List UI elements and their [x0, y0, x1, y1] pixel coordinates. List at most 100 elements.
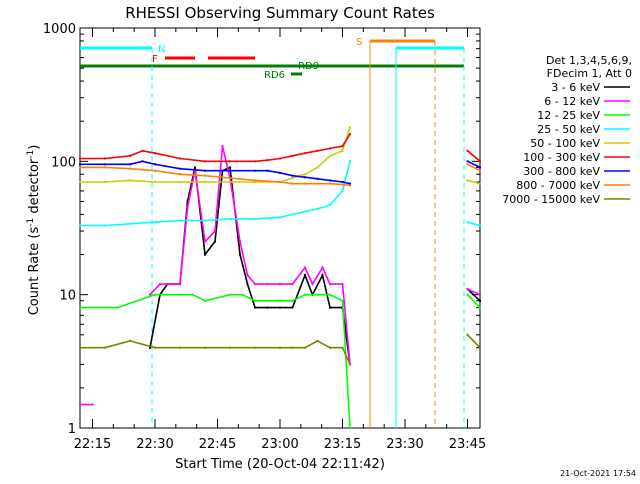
legend-header-2: FDecim 1, Att 0: [547, 67, 632, 80]
series-line-3-6-kev: [466, 288, 481, 302]
data-point-50-100-kev: [304, 173, 306, 176]
data-point-800-7000-kev: [129, 167, 131, 170]
data-point-25-50-kev: [316, 207, 319, 210]
x-axis: 22:15 22:30 22:45 23:00 23:15 23:30 23:45: [74, 28, 486, 452]
data-point-800-7000-kev: [179, 173, 181, 176]
data-point-12-25-kev: [479, 306, 481, 309]
data-point-100-300-kev: [279, 157, 281, 160]
data-point-50-100-kev: [229, 180, 231, 183]
data-point-25-50-kev: [104, 224, 106, 227]
data-point-100-300-kev: [291, 154, 294, 157]
data-point-50-100-kev: [349, 126, 351, 129]
data-point-12-25-kev: [204, 299, 206, 302]
data-point-300-800-kev: [104, 163, 106, 166]
data-point-100-300-kev: [79, 157, 81, 160]
data-point-6-12-kev: [341, 283, 344, 286]
data-point-6-12-kev: [246, 274, 249, 277]
data-point-7000-15000-kev: [349, 363, 351, 366]
data-point-6-12-kev: [239, 240, 241, 243]
data-point-7000-15000-kev: [154, 346, 156, 349]
data-point-6-12-kev: [311, 283, 314, 286]
data-point-300-800-kev: [129, 163, 131, 166]
data-point-25-50-kev: [466, 221, 469, 224]
y-tick-label: 1: [68, 422, 76, 437]
data-point-12-25-kev: [279, 299, 281, 302]
data-point-6-12-kev: [186, 206, 189, 209]
x-tick-label: 22:30: [136, 437, 173, 452]
x-tick-label: 23:45: [449, 437, 486, 452]
data-point-100-300-kev: [229, 160, 231, 163]
data-point-3-6-kev: [329, 306, 331, 309]
series-line-100-300-kev: [466, 150, 481, 162]
data-point-3-6-kev: [186, 200, 189, 203]
data-point-3-6-kev: [321, 274, 324, 277]
data-point-300-800-kev: [479, 166, 481, 169]
data-point-25-50-kev: [204, 219, 206, 222]
data-point-6-12-kev: [194, 169, 196, 172]
y-tick-label: 10: [59, 289, 76, 304]
data-point-7000-15000-kev: [279, 346, 281, 349]
data-point-12-25-kev: [254, 299, 256, 302]
data-point-800-7000-kev: [304, 182, 306, 185]
data-point-100-300-kev: [129, 154, 131, 157]
data-point-300-800-kev: [329, 179, 331, 182]
data-point-300-800-kev: [279, 171, 281, 174]
x-tick-label: 23:00: [261, 437, 298, 452]
data-point-100-300-kev: [104, 157, 106, 160]
data-point-6-12-kev: [279, 283, 281, 286]
data-point-300-800-kev: [254, 169, 256, 172]
data-point-800-7000-kev: [291, 182, 294, 185]
data-point-25-50-kev: [154, 221, 156, 224]
data-point-100-300-kev: [329, 147, 331, 150]
y-axis-title-sup1: -1: [26, 218, 36, 227]
data-point-6-12-kev: [204, 240, 206, 243]
data-point-3-6-kev: [254, 306, 256, 309]
data-point-300-800-kev: [304, 176, 306, 179]
data-point-6-12-kev: [91, 403, 94, 406]
footer-date: 21-Oct-2021 17:54: [560, 469, 636, 478]
data-point-800-7000-kev: [316, 182, 319, 185]
data-point-800-7000-kev: [479, 169, 481, 172]
data-point-12-25-kev: [329, 293, 331, 296]
data-point-12-25-kev: [349, 427, 351, 429]
data-point-800-7000-kev: [254, 179, 256, 182]
data-point-6-12-kev: [329, 283, 331, 286]
status-flags: N F S RD9 RD6: [80, 37, 464, 81]
data-point-25-50-kev: [341, 189, 344, 192]
legend-label-100-300-kev: 100 - 300 keV: [523, 151, 600, 164]
y-tick-label: 1000: [43, 22, 76, 37]
data-point-12-25-kev: [304, 293, 306, 296]
data-point-50-100-kev: [254, 180, 256, 183]
legend-header-1: Det 1,3,4,5,6,9,: [546, 54, 632, 67]
data-point-12-25-kev: [316, 293, 319, 296]
data-point-12-25-kev: [79, 306, 81, 309]
y-axis: 1 10 100 1000: [43, 22, 480, 437]
data-point-100-300-kev: [254, 160, 256, 163]
series-line-7000-15000-kev: [466, 334, 481, 349]
data-point-3-6-kev: [246, 283, 249, 286]
legend-label-25-50-kev: 25 - 50 keV: [537, 123, 600, 136]
data-point-50-100-kev: [79, 180, 81, 183]
data-point-6-12-kev: [221, 145, 224, 148]
data-point-7000-15000-kev: [304, 346, 306, 349]
data-point-800-7000-kev: [229, 176, 231, 179]
data-point-100-300-kev: [154, 152, 156, 155]
data-point-50-100-kev: [179, 180, 181, 183]
data-point-300-800-kev: [316, 177, 319, 180]
data-point-12-25-kev: [291, 299, 294, 302]
data-point-3-6-kev: [214, 240, 216, 243]
data-point-3-6-kev: [239, 253, 241, 256]
y-axis-title-mid: detector: [27, 158, 42, 218]
data-point-7000-15000-kev: [316, 339, 319, 342]
data-point-6-12-kev: [214, 230, 216, 233]
data-point-7000-15000-kev: [329, 346, 331, 349]
data-point-7000-15000-kev: [204, 346, 206, 349]
x-tick-label: 22:15: [74, 437, 111, 452]
data-point-6-12-kev: [166, 283, 169, 286]
data-point-100-300-kev: [179, 157, 181, 160]
data-point-3-6-kev: [204, 253, 206, 256]
data-point-100-300-kev: [349, 133, 351, 136]
data-point-6-12-kev: [291, 283, 294, 286]
legend-label-3-6-kev: 3 - 6 keV: [551, 81, 600, 94]
series-line-25-50-kev: [467, 221, 481, 227]
